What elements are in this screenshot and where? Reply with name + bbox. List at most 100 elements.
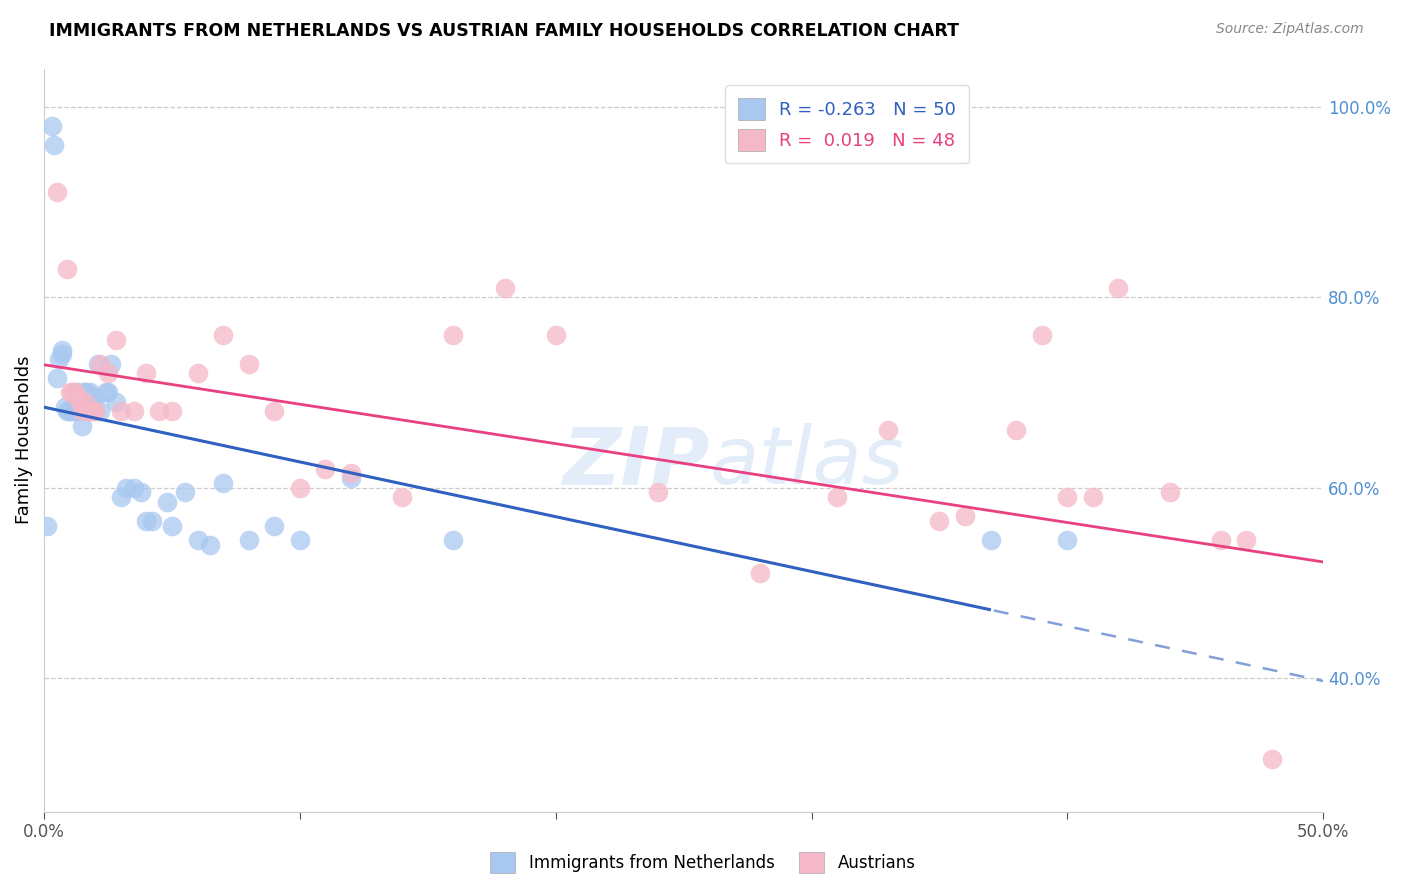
Point <box>63 400 86 414</box>
Point <box>1031 328 1053 343</box>
Point <box>749 566 772 581</box>
Text: IMMIGRANTS FROM NETHERLANDS VS AUSTRIAN FAMILY HOUSEHOLDS CORRELATION CHART: IMMIGRANTS FROM NETHERLANDS VS AUSTRIAN … <box>49 22 959 40</box>
Point <box>72 418 94 433</box>
Point <box>494 280 516 294</box>
Point <box>1056 533 1078 547</box>
Point <box>212 328 235 343</box>
Point <box>66 385 89 400</box>
Point <box>391 490 413 504</box>
Point <box>73 385 96 400</box>
Point <box>87 357 110 371</box>
Point <box>97 367 120 381</box>
Point <box>340 467 363 481</box>
Point <box>131 485 153 500</box>
Point <box>263 404 285 418</box>
Point <box>1005 424 1028 438</box>
Point <box>89 404 111 418</box>
Point <box>66 404 89 418</box>
Y-axis label: Family Households: Family Households <box>15 356 32 524</box>
Point <box>82 404 104 418</box>
Point <box>79 404 101 418</box>
Text: Source: ZipAtlas.com: Source: ZipAtlas.com <box>1216 22 1364 37</box>
Point <box>122 404 145 418</box>
Point <box>928 514 950 528</box>
Point <box>44 137 66 152</box>
Point <box>110 490 132 504</box>
Point <box>141 514 163 528</box>
Point <box>340 471 363 485</box>
Point <box>135 514 157 528</box>
Point <box>51 347 73 361</box>
Point <box>200 538 222 552</box>
Point <box>544 328 567 343</box>
Point <box>69 395 91 409</box>
Point <box>238 357 260 371</box>
Point <box>82 390 104 404</box>
Point <box>45 186 67 200</box>
Point <box>156 495 179 509</box>
Point <box>187 367 209 381</box>
Point <box>647 485 669 500</box>
Point <box>1234 533 1257 547</box>
Point <box>315 461 337 475</box>
Point <box>76 390 98 404</box>
Point <box>73 395 96 409</box>
Point <box>104 395 127 409</box>
Point <box>94 385 117 400</box>
Legend: R = -0.263   N = 50, R =  0.019   N = 48: R = -0.263 N = 50, R = 0.019 N = 48 <box>725 85 969 163</box>
Text: ZIP: ZIP <box>562 424 709 501</box>
Point <box>288 533 311 547</box>
Point <box>66 390 89 404</box>
Point <box>79 395 101 409</box>
Point <box>263 518 285 533</box>
Point <box>53 400 76 414</box>
Point <box>104 333 127 347</box>
Point <box>89 357 111 371</box>
Point <box>69 404 91 418</box>
Point <box>1056 490 1078 504</box>
Point <box>41 119 63 133</box>
Point <box>980 533 1002 547</box>
Point <box>441 533 464 547</box>
Point <box>110 404 132 418</box>
Point <box>160 518 183 533</box>
Point <box>212 475 235 490</box>
Point <box>56 404 79 418</box>
Point <box>84 390 107 404</box>
Point <box>59 404 82 418</box>
Point <box>441 328 464 343</box>
Point <box>115 481 138 495</box>
Legend: Immigrants from Netherlands, Austrians: Immigrants from Netherlands, Austrians <box>484 846 922 880</box>
Point <box>1108 280 1130 294</box>
Point <box>173 485 195 500</box>
Point <box>73 385 96 400</box>
Point <box>48 352 70 367</box>
Point <box>76 390 98 404</box>
Point <box>1286 876 1309 890</box>
Point <box>63 385 86 400</box>
Point <box>72 404 94 418</box>
Point <box>1209 533 1232 547</box>
Point <box>877 424 900 438</box>
Point <box>79 385 101 400</box>
Point <box>122 481 145 495</box>
Point <box>56 261 79 276</box>
Point <box>97 385 120 400</box>
Point <box>60 404 83 418</box>
Point <box>953 509 976 524</box>
Point <box>45 371 67 385</box>
Point <box>59 385 82 400</box>
Point <box>825 490 848 504</box>
Point <box>187 533 209 547</box>
Point <box>135 367 157 381</box>
Point <box>1261 752 1284 766</box>
Point <box>148 404 170 418</box>
Point <box>84 404 107 418</box>
Point <box>1081 490 1104 504</box>
Point <box>51 343 73 357</box>
Point <box>288 481 311 495</box>
Point <box>76 404 98 418</box>
Point <box>1159 485 1181 500</box>
Point <box>100 357 122 371</box>
Point <box>160 404 183 418</box>
